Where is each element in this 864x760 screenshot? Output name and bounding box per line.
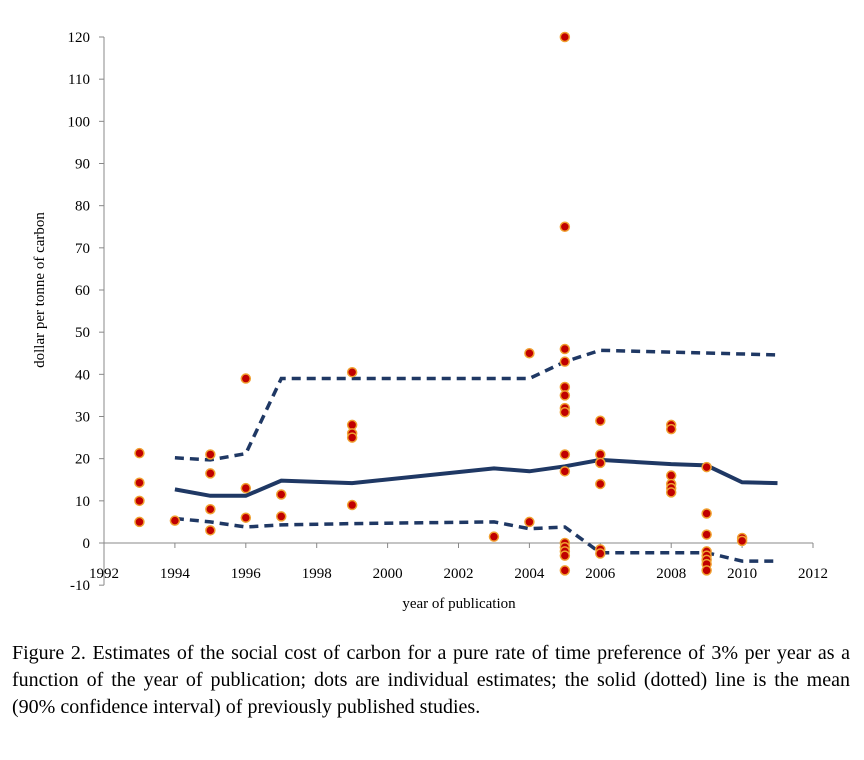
data-point [240, 373, 252, 384]
data-point [134, 495, 145, 507]
data-point [134, 516, 145, 528]
data-point [346, 366, 358, 378]
data-point [701, 565, 712, 576]
data-point [559, 31, 571, 43]
data-point [701, 508, 712, 519]
x-tick-label: 2012 [798, 566, 828, 582]
x-tick-labels: 1992 1994 1996 1998 2000 2002 2004 2006 2008 2010… [89, 566, 828, 582]
x-axis-title: year of publication [402, 596, 516, 612]
y-tick-label: 70 [75, 241, 90, 257]
y-tick-label: 10 [75, 494, 90, 510]
data-points [134, 31, 748, 576]
x-tick-label: 1992 [89, 566, 119, 582]
x-tick-label: 1994 [160, 566, 191, 582]
y-tick-label: 90 [75, 157, 90, 173]
data-point [665, 423, 677, 435]
data-point [240, 512, 252, 523]
data-point [134, 477, 145, 488]
data-point [736, 535, 748, 547]
y-tick-label: 20 [75, 452, 90, 468]
data-point [169, 515, 181, 526]
data-point [205, 449, 216, 460]
data-point [524, 516, 535, 528]
data-point [595, 415, 606, 426]
y-tick-label: 60 [75, 283, 90, 299]
x-tick-label: 2004 [514, 566, 545, 582]
data-point [346, 499, 358, 511]
x-tick-label: 2006 [585, 566, 616, 582]
y-tick-label: 100 [68, 114, 91, 130]
data-point [346, 419, 358, 431]
series-lines [174, 348, 778, 563]
lower-ci-line [174, 516, 778, 563]
data-point [488, 531, 500, 542]
x-tick-label: 2000 [373, 566, 403, 582]
y-tick-label: -10 [70, 578, 90, 594]
y-tick-labels: -10 0 10 20 30 40 50 60 70 80 90 100 110 120 [68, 30, 91, 594]
y-tick-label: 40 [75, 367, 90, 383]
data-point [276, 511, 287, 522]
x-tick-label: 2008 [656, 566, 686, 582]
data-point [559, 381, 571, 393]
data-point [665, 470, 677, 481]
scatter-chart: 1992 1994 1996 1998 2000 2002 2004 2006 2008 2010… [32, 30, 828, 612]
data-point [701, 529, 712, 540]
data-point [205, 504, 216, 515]
data-point [595, 548, 606, 559]
data-point [559, 565, 571, 576]
x-tick-label: 1998 [302, 566, 332, 582]
data-point [205, 525, 216, 536]
data-point [559, 221, 571, 232]
data-point [595, 478, 606, 490]
figure-caption: Figure 2. Estimates of the social cost o… [12, 642, 850, 718]
data-point [559, 390, 571, 401]
data-point [559, 449, 571, 460]
y-tick-label: 50 [75, 325, 90, 341]
data-point [559, 407, 571, 418]
y-tick-label: 120 [68, 30, 91, 46]
data-point [524, 348, 535, 359]
data-point [276, 489, 287, 500]
data-point [595, 457, 606, 469]
data-point [559, 466, 571, 477]
data-point [701, 461, 712, 473]
x-tick-label: 1996 [231, 566, 262, 582]
data-point [134, 447, 145, 459]
data-point [205, 468, 216, 479]
data-point [559, 550, 571, 561]
data-point [559, 343, 571, 355]
data-point [559, 356, 571, 367]
x-tick-label: 2002 [444, 566, 474, 582]
data-point [665, 487, 677, 498]
axes [99, 36, 814, 586]
data-point [595, 449, 606, 460]
y-axis-title: dollar per tonne of carbon [32, 212, 48, 368]
data-point [346, 432, 358, 443]
y-tick-label: 80 [75, 199, 90, 215]
data-point [240, 482, 252, 494]
mean-line [174, 457, 778, 498]
y-tick-label: 30 [75, 410, 90, 426]
y-tick-label: 110 [68, 72, 90, 88]
x-tick-label: 2010 [727, 566, 757, 582]
upper-ci-line [174, 348, 778, 462]
y-tick-label: 0 [83, 536, 91, 552]
